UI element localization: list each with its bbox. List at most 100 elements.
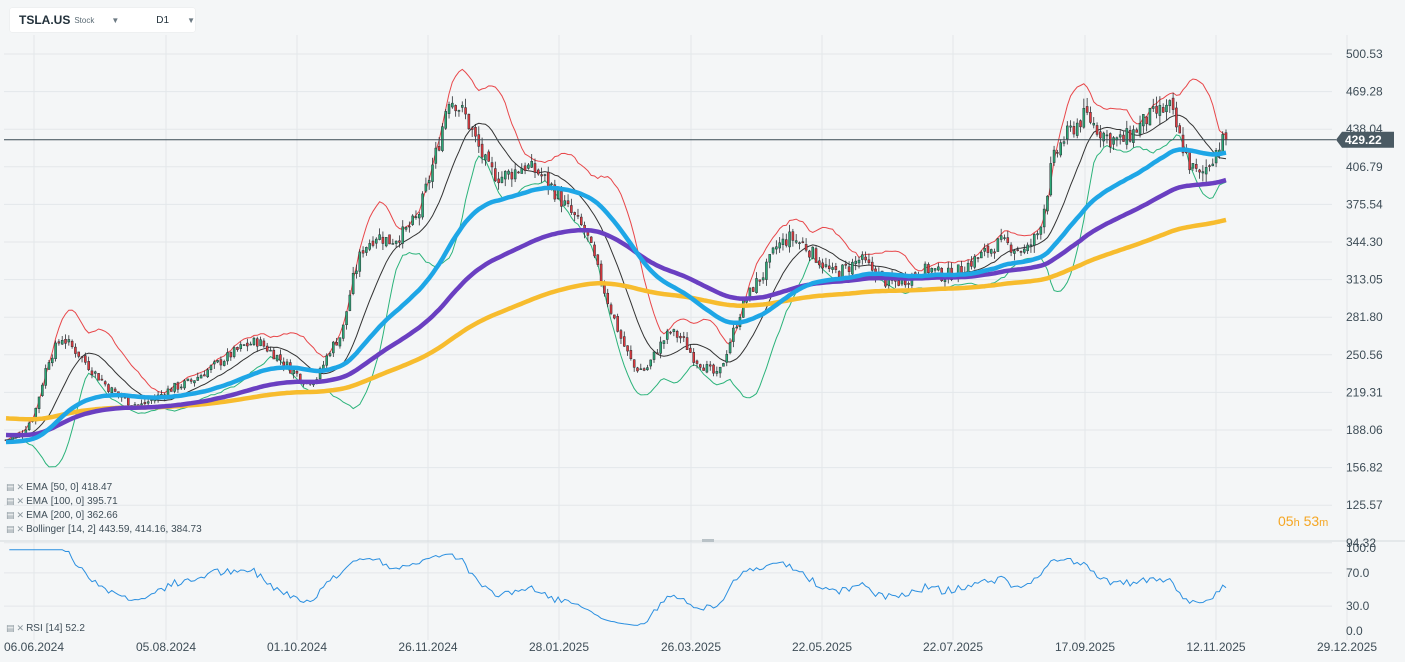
candle <box>702 364 705 371</box>
close-icon[interactable]: ✕ <box>16 623 24 633</box>
candle-down <box>818 260 821 266</box>
settings-icon[interactable]: ▤ <box>6 496 14 506</box>
legend-ema200[interactable]: ▤ ✕ EMA [200, 0] 362.66 <box>6 510 118 521</box>
candle-up <box>140 403 143 406</box>
legend-rsi[interactable]: ▤ ✕ RSI [14] 52.2 <box>6 623 85 634</box>
candle <box>527 163 530 170</box>
legend-ema100[interactable]: ▤ ✕ EMA [100, 0] 395.71 <box>6 496 118 507</box>
candle-up <box>348 294 352 311</box>
settings-icon[interactable]: ▤ <box>6 623 14 633</box>
candle <box>1211 158 1215 167</box>
candle-down <box>689 347 692 353</box>
candle-down <box>692 351 695 363</box>
candle-down <box>827 265 831 270</box>
candle-up <box>1039 226 1043 235</box>
candle-up <box>239 344 243 349</box>
candle-down <box>580 216 583 225</box>
candle <box>179 384 183 390</box>
settings-icon[interactable]: ▤ <box>6 510 14 520</box>
candle-down <box>279 354 282 361</box>
candle-down <box>927 264 930 274</box>
candle-down <box>57 341 61 344</box>
candle <box>239 341 243 352</box>
panel-resize-handle[interactable] <box>702 539 714 542</box>
candle-up <box>1069 125 1072 128</box>
bollinger-lower <box>5 134 1227 468</box>
candle-up <box>665 330 669 340</box>
symbol-selector[interactable]: TSLA.US Stock ▼ D1 ▼ <box>10 8 195 32</box>
candle-down <box>1016 249 1019 251</box>
candle <box>338 337 342 349</box>
candle <box>659 336 662 359</box>
candle-up <box>414 216 418 218</box>
timer-m-unit: m <box>1319 517 1329 529</box>
candle-down <box>642 368 646 371</box>
candle-up <box>434 147 438 164</box>
candle-up <box>1062 141 1066 144</box>
candle-up <box>345 311 348 326</box>
close-icon[interactable]: ✕ <box>16 510 24 520</box>
candle <box>249 341 252 346</box>
candle <box>51 354 54 367</box>
candle <box>1006 231 1010 246</box>
chevron-down-icon[interactable]: ▼ <box>111 15 120 25</box>
candle-down <box>497 178 500 184</box>
legend-ema50[interactable]: ▤ ✕ EMA [50, 0] 418.47 <box>6 482 112 493</box>
candle-down <box>1085 106 1089 113</box>
candle-down <box>480 143 484 158</box>
chevron-down-icon[interactable]: ▼ <box>187 15 195 25</box>
candle-up <box>249 343 252 346</box>
candle <box>1148 107 1152 126</box>
candle-up <box>1029 244 1033 247</box>
candle-down <box>804 244 808 251</box>
candle <box>1115 136 1119 147</box>
candle-down <box>77 351 81 357</box>
close-icon[interactable]: ✕ <box>16 524 24 534</box>
candle <box>616 313 619 333</box>
candle-down <box>847 266 851 272</box>
candle-down <box>1089 112 1092 123</box>
candle-down <box>1099 131 1102 139</box>
candle-up <box>659 341 662 354</box>
candle-up <box>1125 128 1129 145</box>
candle <box>368 239 371 252</box>
candle-up <box>209 365 213 371</box>
candle-up <box>973 256 977 268</box>
close-icon[interactable]: ✕ <box>16 482 24 492</box>
candle <box>418 211 421 226</box>
candle-down <box>219 359 223 366</box>
candle-up <box>1118 134 1122 138</box>
settings-icon[interactable]: ▤ <box>6 524 14 534</box>
settings-icon[interactable]: ▤ <box>6 482 14 492</box>
candle-down <box>1181 134 1185 154</box>
candle <box>937 262 940 272</box>
candle <box>441 123 444 153</box>
candle-down <box>570 205 573 213</box>
candle-down <box>189 379 193 382</box>
candle-down <box>262 340 266 347</box>
candle-up <box>1032 234 1036 246</box>
close-icon[interactable]: ✕ <box>16 496 24 506</box>
candle-up <box>332 341 335 354</box>
candle <box>626 345 629 356</box>
candle-down <box>1079 120 1082 128</box>
candle <box>222 359 226 367</box>
candle <box>566 194 570 208</box>
y-tick-label: 125.57 <box>1346 498 1383 512</box>
candle <box>1188 150 1191 174</box>
timeframe-label[interactable]: D1 <box>156 14 170 26</box>
candle <box>236 346 239 352</box>
candle <box>103 380 107 387</box>
legend-bollinger[interactable]: ▤ ✕ Bollinger [14, 2] 443.59, 414.16, 38… <box>6 524 202 535</box>
candle-down <box>408 225 411 228</box>
candle-down <box>176 382 180 390</box>
rsi-line <box>9 549 1227 626</box>
candle-down <box>629 350 633 360</box>
candle-up <box>183 380 186 389</box>
candle-down <box>295 370 299 374</box>
candle <box>563 195 567 207</box>
candle-up <box>996 238 1000 252</box>
candle <box>851 258 854 277</box>
candle-up <box>1191 163 1195 169</box>
